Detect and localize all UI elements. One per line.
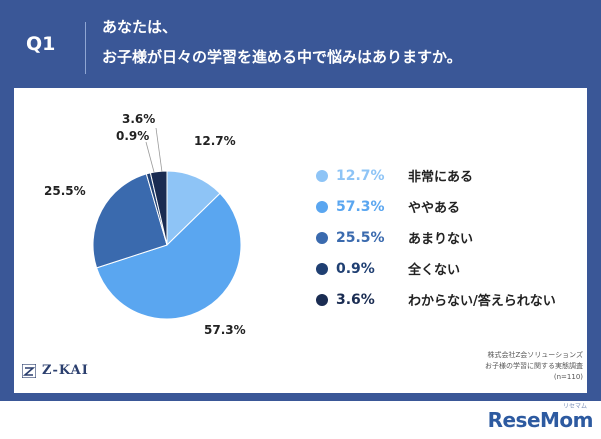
- legend-label: 非常にある: [408, 170, 474, 185]
- header-divider: [85, 22, 86, 74]
- legend-item: 3.6% わからない/答えられない: [316, 284, 556, 315]
- pie-slice-not-much: [92, 173, 168, 269]
- pie-chart: [92, 127, 242, 320]
- slice-label-very: 12.7%: [194, 134, 236, 148]
- legend-value: 12.7%: [336, 167, 385, 184]
- legend-item: 57.3% ややある: [316, 191, 556, 222]
- legend-value: 0.9%: [336, 260, 375, 277]
- source-line: (n=110): [553, 373, 583, 381]
- slice-label-unknown: 3.6%: [122, 112, 156, 126]
- legend-value: 57.3%: [336, 198, 385, 215]
- legend-label: あまりない: [408, 232, 474, 247]
- legend-value: 3.6%: [336, 291, 375, 308]
- question-label: Q1: [26, 33, 56, 55]
- slice-label-somewhat: 57.3%: [204, 323, 246, 337]
- question-title-line1: あなたは、: [102, 18, 178, 36]
- z-kai-logo-text: Z-KAI: [42, 363, 89, 378]
- resemom-watermark: ReseMom: [487, 408, 594, 432]
- leader-line-unknown: [155, 127, 163, 173]
- source-note: 株式会社Z会ソリューションズ お子様の学習に関する実態調査 (n=110): [485, 350, 583, 383]
- legend-item: 0.9% 全くない: [316, 253, 556, 284]
- legend-item: 25.5% あまりない: [316, 222, 556, 253]
- legend-value: 25.5%: [336, 229, 385, 246]
- legend-swatch: [316, 169, 328, 182]
- legend-swatch: [316, 293, 328, 306]
- legend: 12.7% 非常にある 57.3% ややある 25.5% あまりない 0.9% …: [316, 160, 556, 315]
- z-kai-logo-icon: [22, 363, 36, 378]
- slice-label-not-at-all: 0.9%: [116, 129, 150, 143]
- leader-line-not-at-all: [145, 141, 155, 173]
- question-title-line2: お子様が日々の学習を進める中で悩みはありますか。: [102, 48, 462, 66]
- legend-item: 12.7% 非常にある: [316, 160, 556, 191]
- source-line: お子様の学習に関する実態調査: [485, 362, 583, 370]
- source-line: 株式会社Z会ソリューションズ: [487, 351, 583, 359]
- slice-label-not-much: 25.5%: [44, 184, 86, 198]
- slide-frame: Q1 あなたは、 お子様が日々の学習を進める中で悩みはありますか。 12.7% …: [0, 0, 601, 401]
- pie-slice-unknown: [149, 170, 168, 246]
- legend-swatch: [316, 262, 328, 275]
- watermark-sub: リセマム: [562, 403, 587, 410]
- legend-label: わからない/答えられない: [408, 294, 556, 309]
- legend-swatch: [316, 231, 328, 244]
- legend-swatch: [316, 200, 328, 213]
- pie-slice-somewhat: [95, 192, 242, 320]
- legend-label: ややある: [408, 201, 461, 216]
- z-kai-logo: Z-KAI: [22, 363, 89, 378]
- chart-panel: 12.7% 57.3% 25.5% 0.9% 3.6% 12.7% 非常にある …: [14, 88, 587, 393]
- pie-slice-very: [166, 170, 221, 247]
- legend-label: 全くない: [408, 263, 461, 278]
